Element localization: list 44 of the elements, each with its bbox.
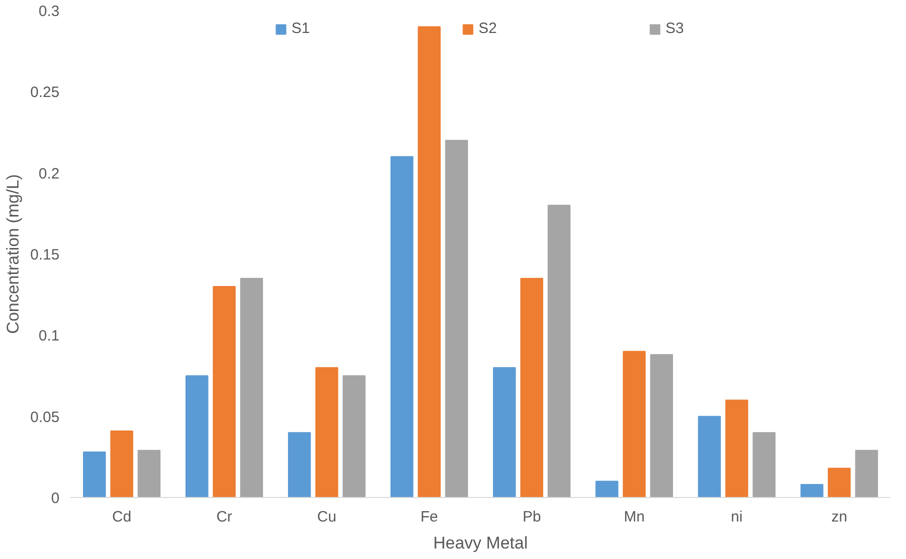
y-tick-label: 0	[51, 490, 60, 507]
x-tick-label: Mn	[624, 508, 645, 526]
x-tick-label: ni	[730, 508, 743, 526]
bar	[138, 450, 161, 498]
bar	[828, 468, 851, 498]
bar	[445, 140, 468, 498]
bar	[390, 156, 414, 498]
bar	[110, 430, 134, 498]
bar	[288, 432, 311, 498]
x-tick-label: Cd	[112, 508, 132, 526]
bar	[520, 278, 544, 498]
x-tick-label: Cu	[317, 508, 336, 526]
y-tick-label: 0.05	[30, 408, 60, 426]
bar	[752, 432, 776, 498]
bar	[315, 367, 338, 498]
bar	[240, 278, 264, 498]
y-tick-label: 0.1	[38, 328, 60, 345]
bar	[855, 450, 878, 498]
y-tick-label: 0.3	[38, 3, 60, 20]
bar	[548, 204, 571, 498]
x-tick-label: Fe	[420, 508, 438, 526]
x-axis-title: Heavy Metal	[433, 534, 528, 552]
x-tick-label: Pb	[522, 508, 541, 526]
bar	[342, 375, 366, 498]
y-tick-label: 0.15	[30, 246, 60, 264]
bar	[492, 367, 516, 498]
y-tick-label: 0.2	[38, 165, 60, 182]
x-tick-label: Cr	[216, 508, 232, 526]
legend-label: S1	[292, 20, 311, 37]
bar	[185, 375, 208, 498]
bar	[650, 354, 674, 498]
y-tick-label: 0.25	[30, 84, 60, 102]
bar	[698, 416, 721, 498]
bar	[622, 350, 646, 498]
legend-label: S3	[666, 20, 685, 37]
bar	[595, 480, 618, 498]
bar	[725, 400, 748, 498]
y-axis-title: Concentration (mg/L)	[3, 174, 22, 334]
bar	[82, 452, 106, 498]
bar	[212, 286, 236, 498]
bar	[800, 484, 824, 498]
bar	[418, 26, 441, 498]
legend-label: S2	[478, 20, 498, 37]
x-tick-label: zn	[831, 508, 848, 526]
